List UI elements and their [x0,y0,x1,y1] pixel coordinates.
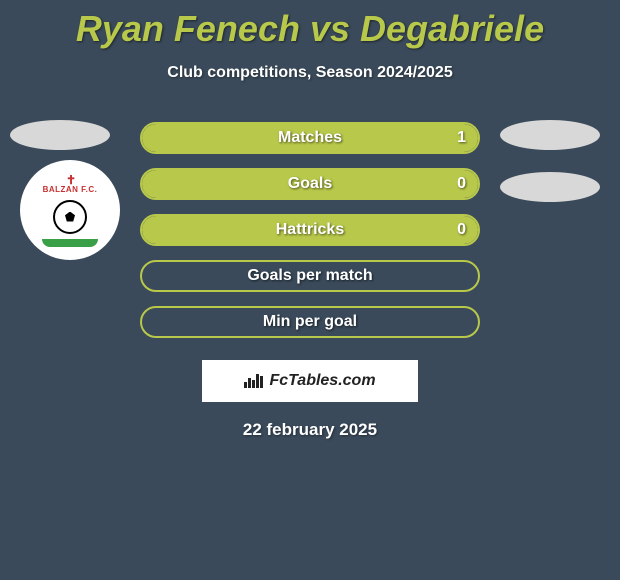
comparison-content: ✝ BALZAN F.C. Matches1Goals0Hattricks0Go… [0,122,620,338]
page-subtitle: Club competitions, Season 2024/2025 [0,64,620,82]
stat-bar-value: 0 [457,175,466,193]
stat-bar: Hattricks 0 [140,214,480,246]
stat-bar-label: Goals per match [247,267,372,285]
stat-bar-label: Goals [288,175,332,193]
site-badge: FcTables.com [202,360,418,402]
stat-bar: Min per goal [140,306,480,338]
player-badge-right-2 [500,172,600,202]
stat-bar-label: Hattricks [276,221,344,239]
stat-bar: Matches 1 [140,122,480,154]
cross-icon: ✝ [66,173,74,185]
stat-bar: Goals 0 [140,168,480,200]
logo-stripe [42,239,98,247]
site-name: FcTables.com [269,372,375,390]
stat-bar-value: 0 [457,221,466,239]
stat-bar-label: Matches [278,129,342,147]
stat-bar: Goals per match [140,260,480,292]
page-title: Ryan Fenech vs Degabriele [0,0,620,50]
player-badge-right-1 [500,120,600,150]
footer-date: 22 february 2025 [0,420,620,440]
soccer-ball-icon [53,200,87,234]
stat-bar-label: Min per goal [263,313,357,331]
stat-bars: Matches 1 Goals 0 Hattricks 0 Goals per match M… [140,122,480,338]
bar-chart-icon [244,374,263,388]
player-badge-left [10,120,110,150]
club-logo: ✝ BALZAN F.C. [20,160,120,260]
stat-bar-value: 1 [457,129,466,147]
